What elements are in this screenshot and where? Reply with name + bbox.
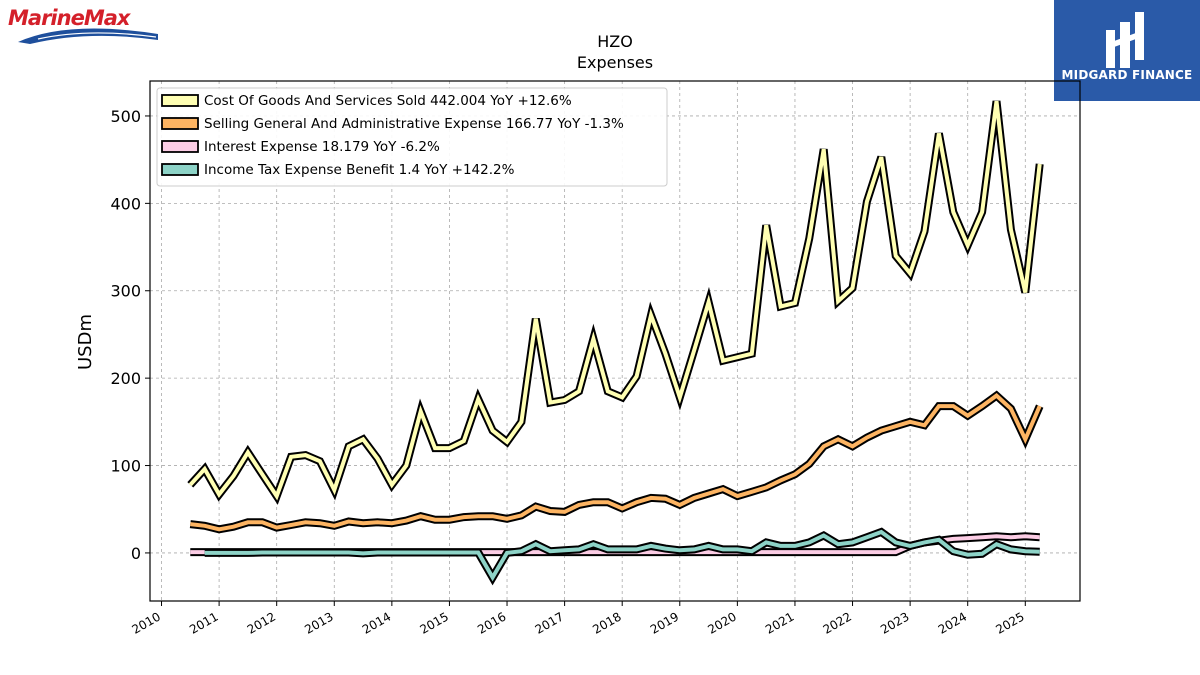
midgard-finance-logo: MIDGARD FINANCE (1054, 0, 1200, 101)
legend-box (156, 87, 668, 187)
x-tick-label: 2010 (130, 609, 163, 636)
legend-label-2: Interest Expense 18.179 YoY -6.2% (204, 139, 440, 155)
series-layer (187, 100, 1044, 586)
legend: Cost Of Goods And Services Sold 442.004 … (156, 87, 668, 187)
y-axis-ticks: 0 100 200 300 400 500 (110, 107, 150, 563)
chart-title: HZO (597, 32, 633, 51)
x-tick-label: 2012 (245, 609, 278, 636)
x-tick-label: 2011 (187, 609, 220, 636)
x-tick-label: 2025 (993, 609, 1026, 636)
legend-label-1: Selling General And Administrative Expen… (204, 116, 624, 132)
x-tick-label: 2020 (705, 609, 738, 636)
y-tick-label: 100 (110, 457, 141, 476)
y-tick-label: 300 (110, 282, 141, 301)
x-tick-label: 2019 (648, 609, 681, 636)
series-0-line (188, 100, 1042, 501)
x-tick-label: 2013 (302, 609, 335, 636)
y-tick-label: 200 (110, 369, 141, 388)
x-tick-label: 2021 (763, 609, 796, 636)
y-axis-label: USDm (75, 314, 96, 370)
plot-frame (149, 80, 1081, 602)
chart-subtitle: Expenses (577, 53, 653, 72)
y-tick-label: 500 (110, 107, 141, 126)
legend-swatch-1 (161, 117, 199, 130)
x-tick-label: 2024 (936, 609, 969, 636)
x-tick-label: 2017 (533, 609, 566, 636)
legend-swatch-3 (161, 163, 199, 176)
x-tick-label: 2018 (590, 609, 623, 636)
x-axis-ticks: 2010 2011 2012 2013 2014 2015 2016 2017 2018 2019… (130, 601, 1027, 637)
midgard-logo-text: MIDGARD FINANCE (1061, 68, 1193, 82)
marinemax-logo-text: MarineMax (8, 6, 130, 30)
midgard-emblem-icon (1106, 12, 1144, 68)
y-tick-label: 0 (131, 544, 141, 563)
x-tick-label: 2016 (475, 609, 508, 636)
marinemax-logo: MarineMax (8, 6, 168, 46)
y-tick-label: 400 (110, 194, 141, 213)
x-tick-label: 2015 (417, 609, 450, 636)
x-tick-label: 2022 (821, 609, 854, 636)
x-tick-label: 2023 (878, 609, 911, 636)
legend-label-3: Income Tax Expense Benefit 1.4 YoY +142.… (204, 162, 515, 178)
legend-label-0: Cost Of Goods And Services Sold 442.004 … (204, 93, 572, 109)
marinemax-swoosh-icon (18, 28, 158, 44)
series-1-line (190, 393, 1042, 532)
x-tick-label: 2014 (360, 609, 393, 636)
legend-swatch-2 (161, 140, 199, 153)
series-3-line (204, 529, 1040, 582)
legend-swatch-0 (161, 94, 199, 107)
